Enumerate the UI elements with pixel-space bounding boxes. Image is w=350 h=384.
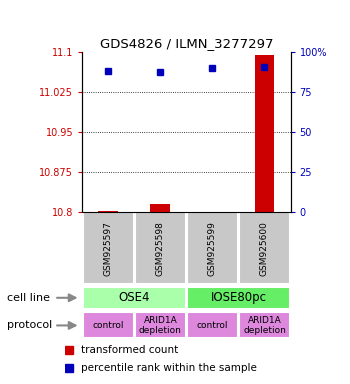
Bar — [187, 212, 238, 284]
Text: IOSE80pc: IOSE80pc — [210, 291, 266, 304]
Text: control: control — [197, 321, 228, 330]
Title: GDS4826 / ILMN_3277297: GDS4826 / ILMN_3277297 — [100, 36, 273, 50]
Bar — [239, 313, 290, 338]
Text: GSM925599: GSM925599 — [208, 221, 217, 275]
Bar — [187, 313, 238, 338]
Text: ARID1A
depletion: ARID1A depletion — [139, 316, 182, 335]
Bar — [135, 313, 186, 338]
Text: GSM925598: GSM925598 — [156, 221, 165, 275]
Bar — [150, 204, 170, 212]
Text: ARID1A
depletion: ARID1A depletion — [243, 316, 286, 335]
Text: transformed count: transformed count — [80, 345, 178, 356]
Bar — [254, 55, 274, 212]
Bar — [239, 212, 290, 284]
Text: OSE4: OSE4 — [119, 291, 150, 304]
Bar — [135, 212, 186, 284]
Bar — [83, 287, 186, 309]
Text: control: control — [92, 321, 124, 330]
Text: cell line: cell line — [7, 293, 50, 303]
Text: GSM925600: GSM925600 — [260, 221, 269, 275]
Bar — [98, 210, 118, 212]
Text: protocol: protocol — [7, 320, 52, 331]
Text: percentile rank within the sample: percentile rank within the sample — [80, 362, 257, 373]
Bar — [83, 212, 134, 284]
Bar — [83, 313, 134, 338]
Bar — [187, 287, 290, 309]
Text: GSM925597: GSM925597 — [104, 221, 113, 275]
